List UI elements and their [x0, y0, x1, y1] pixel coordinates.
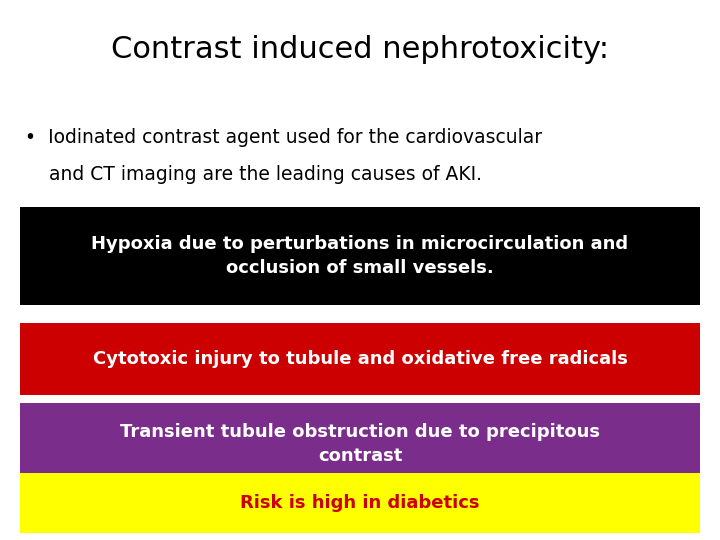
- Text: Contrast induced nephrotoxicity:: Contrast induced nephrotoxicity:: [111, 35, 609, 64]
- Text: Cytotoxic injury to tubule and oxidative free radicals: Cytotoxic injury to tubule and oxidative…: [93, 350, 627, 368]
- FancyBboxPatch shape: [20, 403, 700, 485]
- Text: •  It occurs due to the  combination of factors including: • It occurs due to the combination of fa…: [25, 210, 545, 229]
- FancyBboxPatch shape: [20, 207, 700, 305]
- Text: Hypoxia due to perturbations in microcirculation and
occlusion of small vessels.: Hypoxia due to perturbations in microcir…: [91, 235, 629, 277]
- Text: and CT imaging are the leading causes of AKI.: and CT imaging are the leading causes of…: [25, 165, 482, 184]
- Text: Risk is high in diabetics: Risk is high in diabetics: [240, 494, 480, 512]
- FancyBboxPatch shape: [20, 323, 700, 395]
- Text: •  Iodinated contrast agent used for the cardiovascular: • Iodinated contrast agent used for the …: [25, 128, 542, 147]
- FancyBboxPatch shape: [20, 473, 700, 533]
- Text: Transient tubule obstruction due to precipitous
contrast: Transient tubule obstruction due to prec…: [120, 423, 600, 465]
